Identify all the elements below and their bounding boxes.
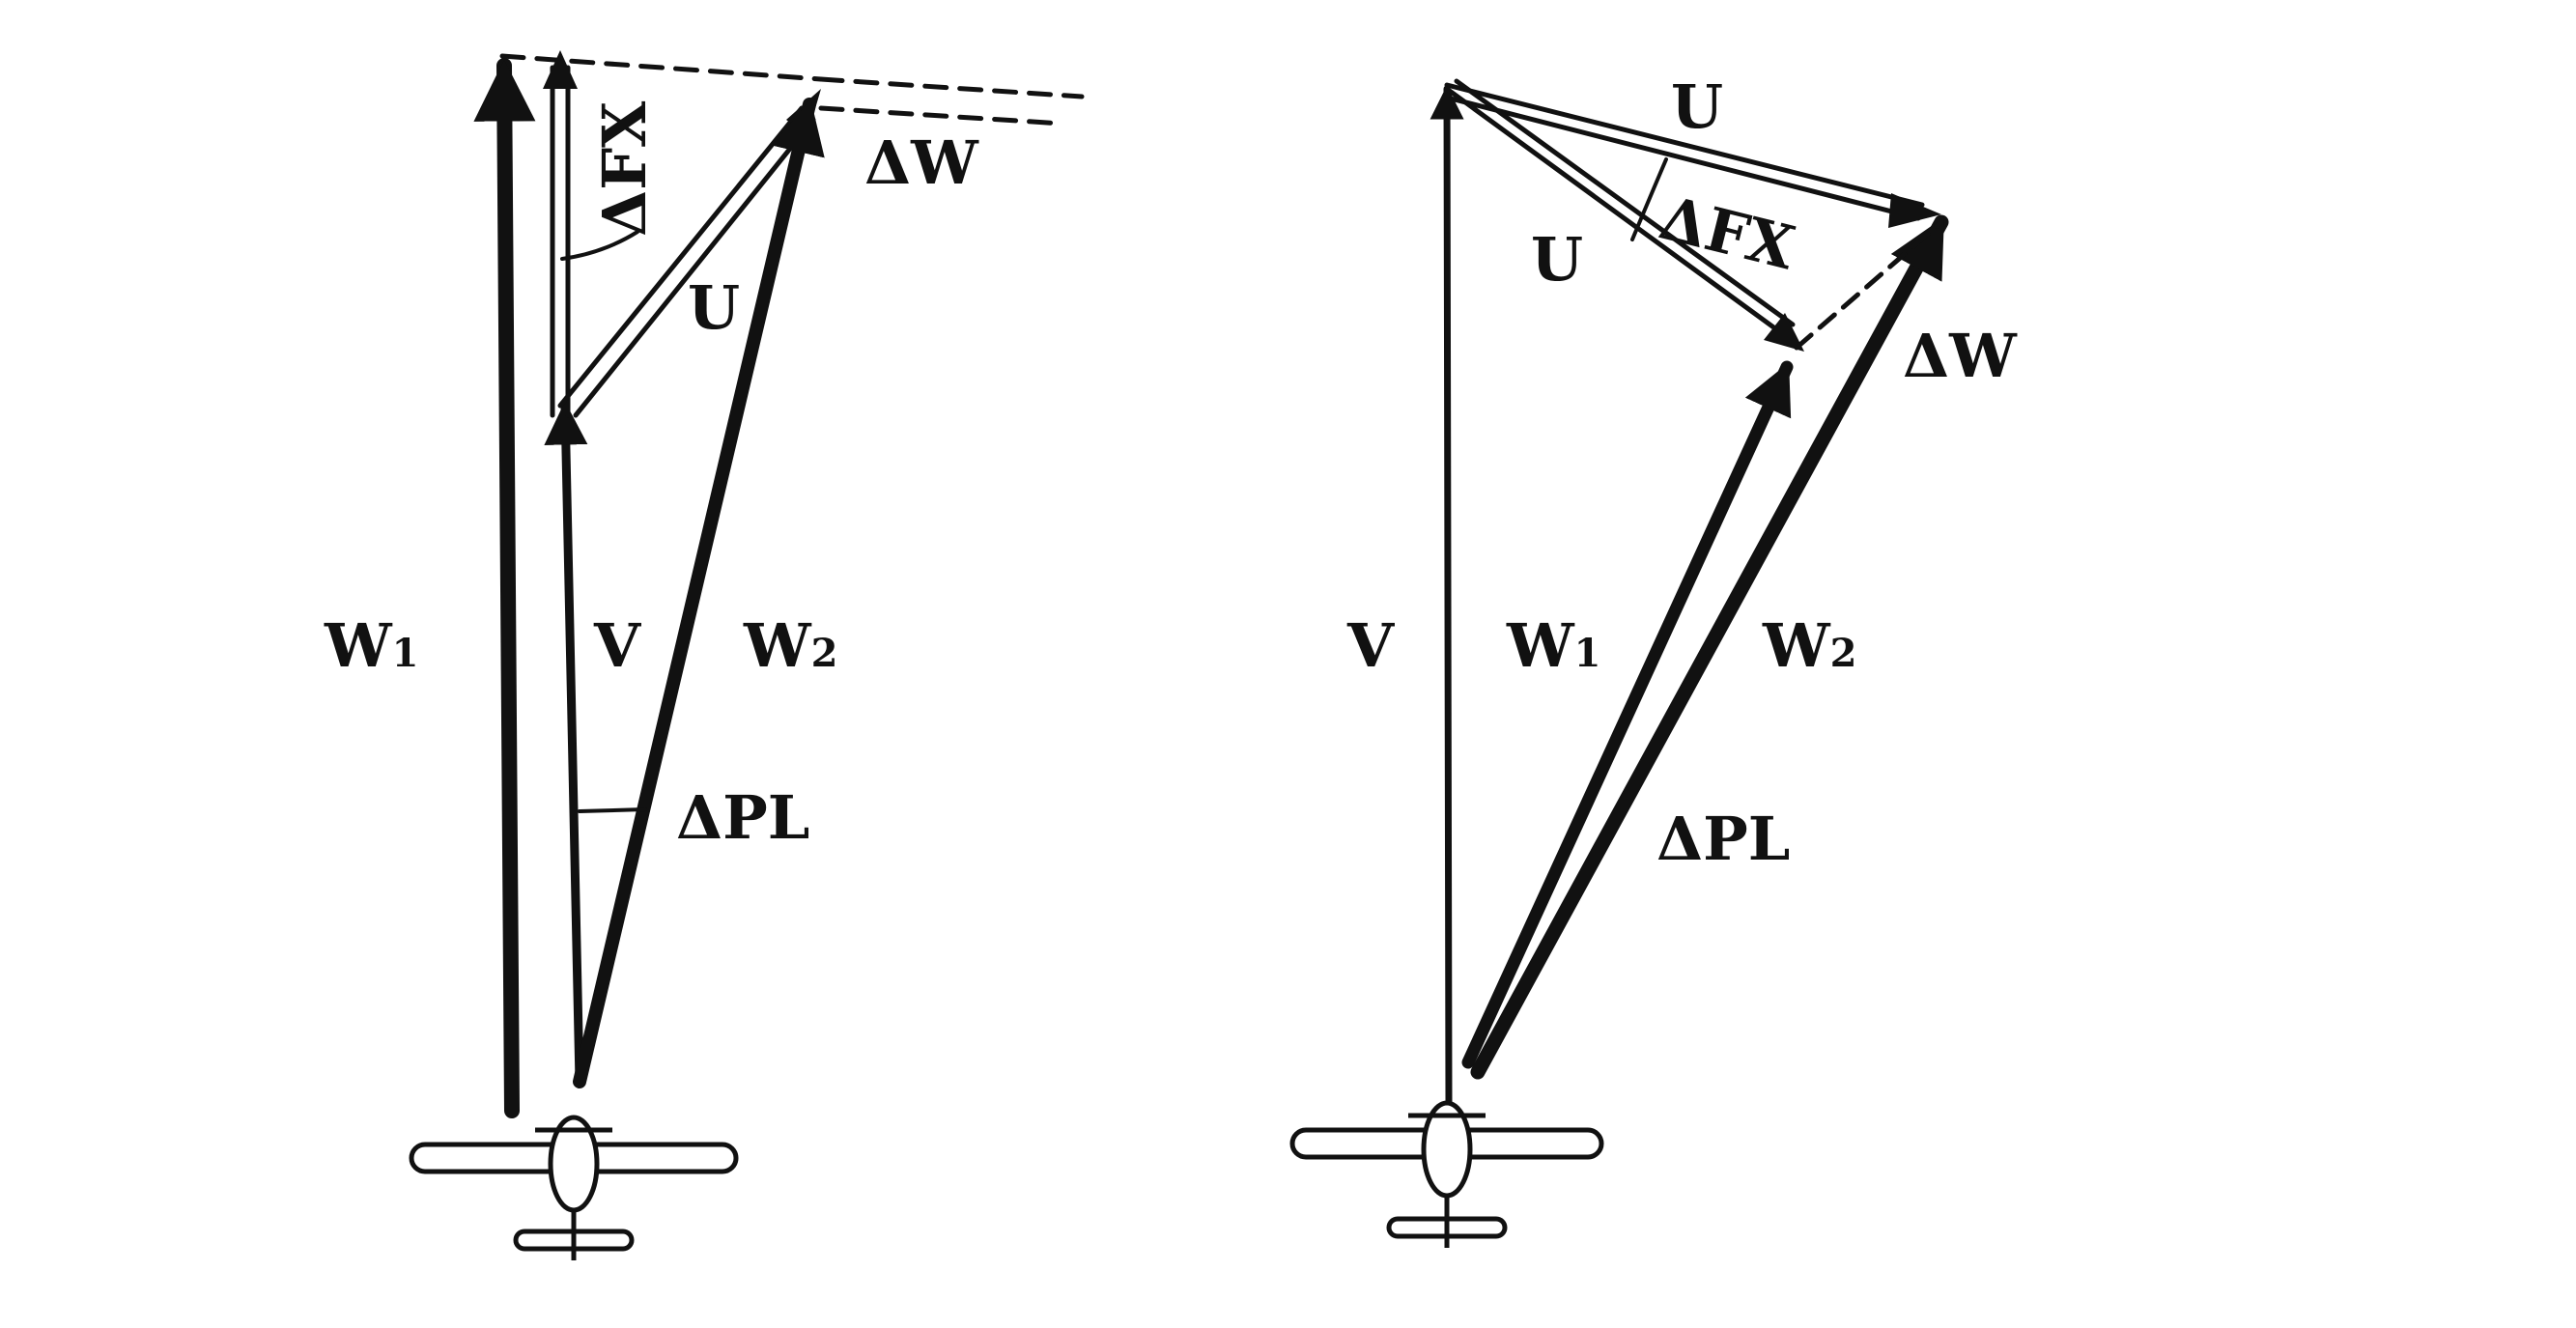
right-label-w1-main: W bbox=[1506, 610, 1575, 681]
right-dfx-angle-arc bbox=[1630, 157, 1668, 241]
left-w2-vector bbox=[573, 98, 825, 1088]
left-dashed-lines bbox=[499, 53, 1085, 127]
left-label-dfx: ΔFX bbox=[589, 100, 660, 237]
right-label-u-mid: U bbox=[1531, 224, 1583, 295]
left-v-vector bbox=[544, 401, 588, 1087]
left-label-dpl: ΔPL bbox=[676, 782, 809, 853]
right-label-w1: W1 bbox=[1506, 610, 1600, 681]
right-label-u-top: U bbox=[1671, 71, 1723, 142]
left-label-w1-sub: 1 bbox=[392, 631, 419, 676]
left-label-v: V bbox=[593, 610, 641, 681]
right-label-dw: ΔW bbox=[1903, 321, 2018, 391]
left-airplane-icon bbox=[409, 1115, 739, 1260]
right-w1-vector bbox=[1461, 360, 1794, 1069]
right-label-dfx: ΔFX bbox=[1653, 183, 1802, 284]
left-dfx-angle-arc bbox=[560, 230, 639, 261]
right-label-w2-sub: 2 bbox=[1830, 631, 1857, 676]
right-airplane-icon bbox=[1289, 1100, 1604, 1248]
left-label-u: U bbox=[688, 272, 740, 343]
left-label-w2: W2 bbox=[743, 610, 837, 681]
right-v-vector bbox=[1430, 85, 1464, 1105]
left-label-dw: ΔW bbox=[864, 127, 979, 198]
left-dpl-angle-arc bbox=[578, 807, 647, 813]
left-w1-vector bbox=[473, 58, 536, 1118]
right-label-w1-sub: 1 bbox=[1574, 631, 1601, 676]
left-diagram: W1 V W2 ΔFX U ΔW ΔPL bbox=[324, 50, 1085, 1260]
right-diagram: U U ΔFX ΔW V W1 W2 ΔPL bbox=[1289, 71, 2018, 1248]
left-label-w2-main: W bbox=[743, 610, 812, 681]
right-label-w2-main: W bbox=[1762, 610, 1831, 681]
right-label-v: V bbox=[1346, 610, 1395, 681]
right-u-mid-double-vector bbox=[1444, 78, 1804, 352]
left-dfx-double-vector bbox=[543, 50, 578, 418]
left-label-w1: W1 bbox=[324, 610, 418, 681]
right-label-dpl: ΔPL bbox=[1656, 804, 1790, 874]
left-label-w2-sub: 2 bbox=[811, 631, 838, 676]
right-label-w2: W2 bbox=[1762, 610, 1856, 681]
right-w2-vector bbox=[1470, 214, 1949, 1080]
left-label-w1-main: W bbox=[324, 610, 393, 681]
right-dashed-line bbox=[1794, 219, 1944, 351]
